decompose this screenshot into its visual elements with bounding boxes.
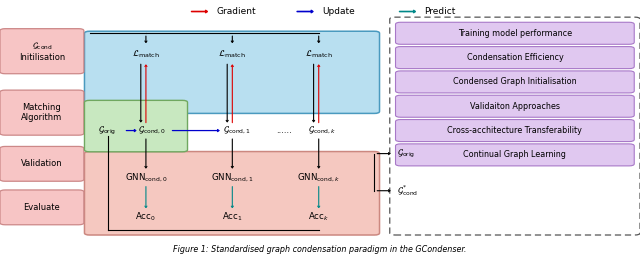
Text: $\mathrm{Acc}_{k}$: $\mathrm{Acc}_{k}$: [308, 210, 330, 222]
Text: Gradient: Gradient: [216, 7, 256, 16]
Text: Cross-acchitecture Transferability: Cross-acchitecture Transferability: [447, 126, 582, 135]
FancyBboxPatch shape: [396, 71, 634, 93]
Text: $\mathcal{G}_{\mathrm{cond}}$
Initilisation: $\mathcal{G}_{\mathrm{cond}}$ Initilisat…: [19, 40, 65, 62]
FancyBboxPatch shape: [0, 29, 84, 74]
Text: $\mathcal{G}_{\mathrm{orig}}$: $\mathcal{G}_{\mathrm{orig}}$: [397, 147, 415, 160]
FancyBboxPatch shape: [396, 22, 634, 44]
Text: $\mathcal{G}_{\mathrm{orig}}$: $\mathcal{G}_{\mathrm{orig}}$: [99, 124, 116, 137]
Text: Update: Update: [322, 7, 355, 16]
FancyBboxPatch shape: [396, 47, 634, 69]
Text: $\mathcal{G}^{*}_{\mathrm{cond}}$: $\mathcal{G}^{*}_{\mathrm{cond}}$: [397, 183, 418, 198]
Text: $\mathrm{GNN}_{\mathrm{cond},1}$: $\mathrm{GNN}_{\mathrm{cond},1}$: [211, 172, 253, 184]
Text: Validaiton Approaches: Validaiton Approaches: [470, 102, 560, 111]
Text: ......: ......: [276, 126, 292, 135]
Text: Continual Graph Learning: Continual Graph Learning: [463, 150, 566, 159]
Text: Predict: Predict: [424, 7, 456, 16]
FancyBboxPatch shape: [84, 31, 380, 113]
FancyBboxPatch shape: [396, 144, 634, 166]
FancyBboxPatch shape: [84, 152, 380, 235]
Text: $\mathrm{GNN}_{\mathrm{cond},0}$: $\mathrm{GNN}_{\mathrm{cond},0}$: [125, 172, 167, 184]
Text: $\mathcal{L}_{\mathrm{match}}$: $\mathcal{L}_{\mathrm{match}}$: [305, 48, 333, 59]
Text: Matching
Algorithm: Matching Algorithm: [21, 103, 63, 122]
Text: $\mathcal{L}_{\mathrm{match}}$: $\mathcal{L}_{\mathrm{match}}$: [218, 48, 246, 59]
Text: $\mathcal{G}_{\mathrm{cond},k}$: $\mathcal{G}_{\mathrm{cond},k}$: [308, 125, 336, 136]
FancyBboxPatch shape: [0, 146, 84, 181]
Text: $\mathcal{G}_{\mathrm{cond},1}$: $\mathcal{G}_{\mathrm{cond},1}$: [223, 125, 251, 136]
Text: $\mathrm{Acc}_{0}$: $\mathrm{Acc}_{0}$: [136, 210, 156, 222]
FancyBboxPatch shape: [390, 17, 640, 235]
Text: $\mathrm{GNN}_{\mathrm{cond},k}$: $\mathrm{GNN}_{\mathrm{cond},k}$: [297, 172, 340, 184]
Text: Training model performance: Training model performance: [458, 29, 572, 38]
Text: $\mathrm{Acc}_{1}$: $\mathrm{Acc}_{1}$: [222, 210, 243, 222]
FancyBboxPatch shape: [0, 90, 84, 135]
FancyBboxPatch shape: [84, 100, 188, 152]
Text: Evaluate: Evaluate: [24, 203, 60, 212]
FancyBboxPatch shape: [396, 120, 634, 142]
Text: Figure 1: Standardised graph condensation paradigm in the GCondenser.: Figure 1: Standardised graph condensatio…: [173, 245, 467, 254]
FancyBboxPatch shape: [396, 95, 634, 117]
Text: Condensation Efficiency: Condensation Efficiency: [467, 53, 563, 62]
Text: Condensed Graph Initialisation: Condensed Graph Initialisation: [453, 77, 577, 87]
Text: Validation: Validation: [21, 159, 63, 168]
Text: $\mathcal{L}_{\mathrm{match}}$: $\mathcal{L}_{\mathrm{match}}$: [132, 48, 160, 59]
FancyBboxPatch shape: [0, 190, 84, 225]
Text: $\mathcal{G}_{\mathrm{cond},0}$: $\mathcal{G}_{\mathrm{cond},0}$: [138, 125, 166, 136]
